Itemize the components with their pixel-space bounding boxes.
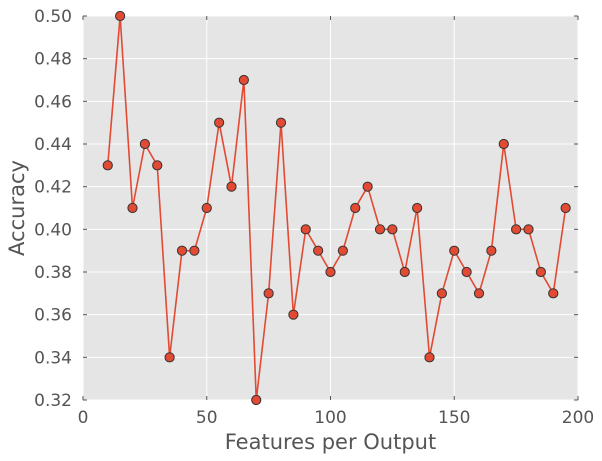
data-point (313, 245, 324, 256)
y-tick-label: 0.36 (34, 306, 72, 326)
x-tick-label: 150 (438, 408, 470, 428)
data-point (337, 245, 348, 256)
y-tick-label: 0.46 (34, 92, 72, 112)
data-point (139, 138, 150, 150)
y-tick-label: 0.38 (34, 263, 72, 283)
data-point (115, 10, 126, 22)
data-point (399, 266, 410, 278)
y-tick-label: 0.40 (34, 220, 72, 240)
data-point (214, 117, 225, 128)
data-point (374, 224, 386, 235)
data-point (275, 117, 287, 128)
data-point (164, 352, 175, 363)
data-point (449, 245, 460, 256)
y-tick-label: 0.44 (34, 135, 72, 155)
x-tick-labels: 0 50 100 150 200 (78, 408, 595, 428)
data-points (102, 10, 571, 406)
x-axis-label: Features per Output (225, 430, 436, 454)
x-tick-label: 50 (196, 408, 218, 428)
data-point (288, 309, 299, 320)
data-point (436, 288, 447, 299)
y-tick-label: 0.32 (34, 391, 72, 411)
y-tick-label: 0.48 (34, 50, 72, 70)
data-point (362, 181, 373, 192)
y-tick-label: 0.34 (34, 348, 72, 368)
data-point (535, 266, 546, 278)
data-point (176, 245, 188, 256)
data-point (498, 138, 509, 150)
x-tick-label: 200 (562, 408, 594, 428)
data-point (201, 202, 212, 214)
data-point (412, 202, 423, 214)
data-point (300, 224, 311, 235)
data-point (263, 288, 274, 299)
data-point (189, 245, 200, 256)
data-point (127, 202, 138, 214)
data-point (461, 266, 472, 278)
data-point (226, 181, 237, 192)
data-point (325, 266, 336, 278)
data-point (350, 202, 361, 214)
y-tick-labels: 0.32 0.34 0.36 0.38 0.40 0.42 0.44 0.46 0.48 0.50 (34, 7, 72, 411)
y-tick-label: 0.50 (34, 7, 72, 27)
data-point (560, 202, 571, 214)
data-point (152, 160, 163, 171)
data-point (102, 160, 113, 171)
y-tick-label: 0.42 (34, 178, 72, 198)
data-point (251, 394, 262, 406)
data-point (238, 74, 249, 86)
x-tick-label: 0 (78, 408, 89, 428)
data-point (424, 352, 435, 363)
x-tick-label: 100 (314, 408, 346, 428)
y-axis-label: Accuracy (5, 160, 29, 256)
data-point (523, 224, 534, 235)
tick-marks (82, 15, 579, 401)
data-point (548, 288, 559, 299)
data-point (486, 245, 497, 256)
data-point (511, 224, 522, 235)
data-point (473, 288, 485, 299)
data-point (387, 224, 398, 235)
